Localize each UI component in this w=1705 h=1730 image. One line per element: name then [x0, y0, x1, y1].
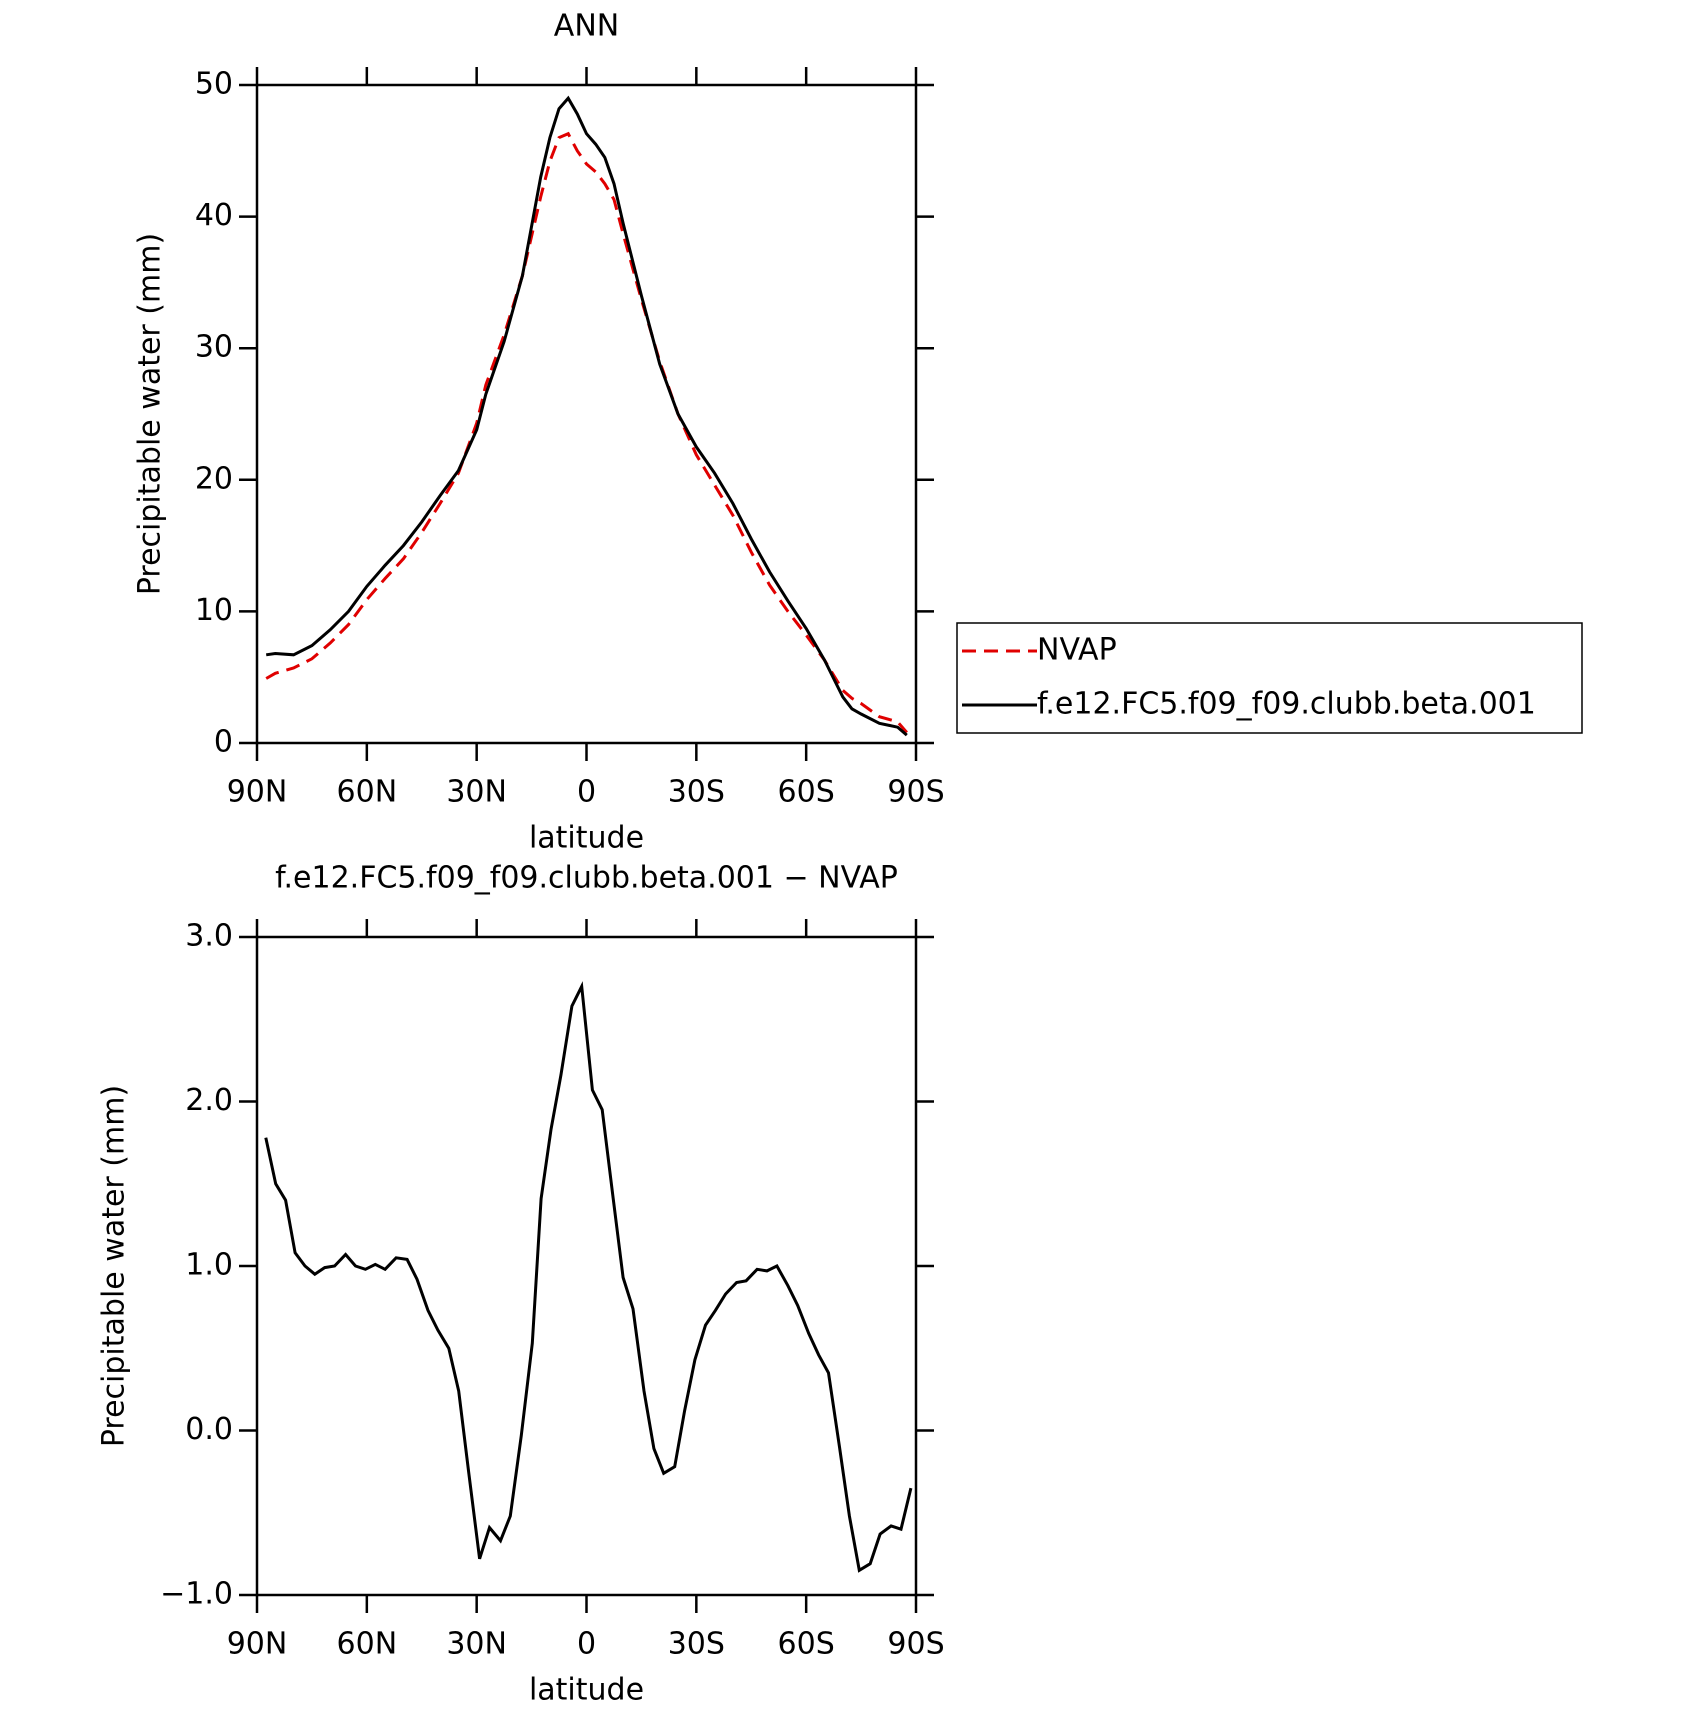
x-tick-label: 0: [577, 1627, 596, 1662]
x-tick-label: 90N: [227, 1627, 288, 1662]
plot-frame: [255, 83, 918, 745]
y-axis-label: Precipitable water (mm): [97, 1085, 132, 1447]
x-tick-label: 30N: [446, 775, 507, 810]
x-tick-label: 30S: [668, 775, 725, 810]
data-line: [264, 981, 913, 1573]
y-tick-label: 20: [195, 461, 233, 496]
y-tick-label: −1.0: [160, 1577, 233, 1612]
x-tick-label: 60N: [337, 775, 398, 810]
y-tick-label: 30: [195, 330, 233, 365]
chart-title: ANN: [554, 9, 619, 44]
y-tick-label: 3.0: [185, 919, 233, 954]
y-tick-label: 1.0: [185, 1248, 233, 1283]
x-axis-label: latitude: [529, 1673, 644, 1708]
x-tick-label: 90S: [887, 775, 944, 810]
data-line: [265, 95, 908, 737]
data-line: [265, 131, 908, 734]
y-axis-label: Precipitable water (mm): [133, 233, 168, 595]
y-tick-label: 40: [195, 198, 233, 233]
y-tick-label: 0.0: [185, 1412, 233, 1447]
legend-label: NVAP: [1037, 633, 1117, 668]
x-tick-label: 30N: [446, 1627, 507, 1662]
y-tick-label: 0: [214, 725, 233, 760]
legend-label: f.e12.FC5.f09_f09.clubb.beta.001: [1037, 687, 1536, 722]
x-tick-label: 60N: [337, 1627, 398, 1662]
x-tick-label: 0: [577, 775, 596, 810]
y-tick-label: 50: [195, 67, 233, 102]
x-tick-label: 90N: [227, 775, 288, 810]
x-tick-label: 90S: [887, 1627, 944, 1662]
x-tick-label: 30S: [668, 1627, 725, 1662]
x-tick-label: 60S: [778, 775, 835, 810]
chart-title: f.e12.FC5.f09_f09.clubb.beta.001 − NVAP: [275, 861, 898, 896]
legend-box: [956, 622, 1583, 734]
y-tick-label: 10: [195, 593, 233, 628]
x-tick-label: 60S: [778, 1627, 835, 1662]
x-axis-label: latitude: [529, 821, 644, 856]
y-tick-label: 2.0: [185, 1083, 233, 1118]
